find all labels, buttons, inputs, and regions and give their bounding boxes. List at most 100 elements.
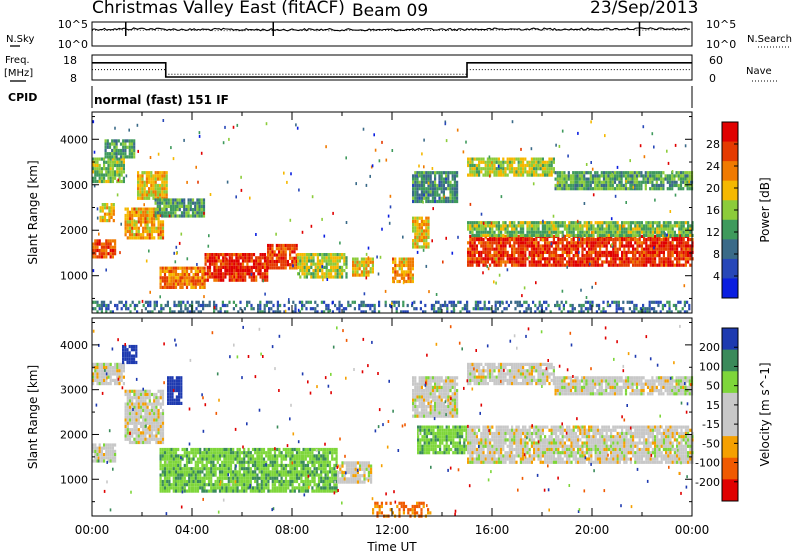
velocity-ytick-label-0: 1000 [60, 473, 88, 486]
power-colorbar-seg-0 [722, 122, 738, 143]
velocity-cb-ticklabel-3: 15 [706, 399, 720, 412]
velocity-cb-ticklabel-1: 100 [699, 360, 720, 373]
xtick-label-2: 08:00 [275, 523, 310, 537]
velocity-colorbar-label: Velocity [m s^-1] [758, 362, 772, 466]
power-band-0 [92, 239, 117, 259]
freq-left-tick-bottom: 8 [70, 72, 77, 85]
power-colorbar-label: Power [dB] [758, 177, 772, 242]
power-speckle [92, 119, 690, 313]
xtick-label-0: 00:00 [75, 523, 110, 537]
power-band-8 [204, 253, 269, 282]
velocity-band-3 [124, 389, 165, 445]
velocity-colorbar-seg-1 [722, 349, 738, 372]
noise-left-tick-top: 10^5 [58, 18, 88, 31]
xtick-label-1: 04:00 [175, 523, 210, 537]
noise-panel-frame [91, 21, 693, 47]
velocity-colorbar: 200 100 50 15 -15 -50 -100 -200 Velocity [m s^-1… [695, 327, 772, 502]
power-colorbar-seg-3 [722, 180, 738, 201]
power-band-7 [159, 266, 206, 289]
freq-left-tick-top: 18 [63, 54, 77, 67]
cpid-label: CPID [8, 91, 37, 104]
velocity-colorbar-frame [721, 327, 739, 502]
velocity-ytick-label-3: 4000 [60, 339, 88, 352]
power-colorbar-seg-4 [722, 200, 738, 221]
power-band-10 [297, 253, 348, 279]
noise-left-tick-bottom: 10^0 [58, 38, 88, 51]
xtick-label-3: 12:00 [375, 523, 410, 537]
velocity-band-1 [92, 362, 125, 386]
beam-label: Beam 09 [352, 1, 429, 21]
power-ylabel: Slant Range [km] [26, 160, 40, 264]
power-ytick-label-3: 4000 [60, 133, 88, 146]
power-band-11 [352, 257, 374, 277]
velocity-ytick-label-1: 2000 [60, 428, 88, 441]
power-cb-ticklabel-3: 16 [706, 204, 720, 217]
freq-right-label: Nave [746, 66, 772, 77]
velocity-ylabel: Slant Range [km] [26, 365, 40, 469]
power-colorbar-seg-6 [722, 239, 738, 260]
noise-right-label: N.Search [747, 34, 792, 45]
power-cb-ticklabel-1: 8 [713, 248, 720, 261]
power-band-2 [92, 157, 125, 184]
power-band-3 [104, 139, 136, 159]
power-colorbar-seg-7 [722, 258, 738, 279]
xtick-label-6: 00:00 [675, 523, 710, 537]
velocity-colorbar-seg-3 [722, 392, 738, 415]
power-band-9 [267, 243, 298, 270]
velocity-colorbar-seg-6 [722, 457, 738, 480]
velocity-colorbar-seg-5 [722, 436, 738, 459]
freq-right-tick-bottom: 0 [709, 72, 716, 85]
velocity-colorbar-seg-7 [722, 479, 738, 502]
power-colorbar-seg-1 [722, 141, 738, 162]
xaxis-label: Time UT [366, 540, 417, 554]
noise-series-search [91, 29, 688, 32]
velocity-band-10 [467, 425, 694, 464]
velocity-cb-ticklabel-2: 50 [706, 380, 720, 393]
velocity-colorbar-seg-0 [722, 328, 738, 351]
power-cb-ticklabel-4: 20 [706, 182, 720, 195]
xtick-label-5: 20:00 [575, 523, 610, 537]
velocity-band-5 [159, 447, 338, 493]
velocity-cb-ticklabel-0: 200 [699, 341, 720, 354]
velocity-band-6 [337, 461, 373, 484]
noise-left-label: N.Sky [6, 34, 34, 45]
date-label: 23/Sep/2013 [590, 0, 699, 18]
velocity-colorbar-seg-4 [722, 414, 738, 437]
velocity-cb-ticklabel-5: -50 [702, 437, 720, 450]
velocity-band-11 [467, 362, 555, 386]
xtick-label-4: 16:00 [475, 523, 510, 537]
power-colorbar-seg-8 [722, 278, 738, 299]
power-cb-ticklabel-6: 28 [706, 138, 720, 151]
noise-right-tick-bottom: 10^0 [706, 38, 736, 51]
station-title: Christmas Valley East (fitACF) [92, 0, 345, 18]
power-band-18 [554, 171, 694, 191]
power-ytick-label-2: 3000 [60, 179, 88, 192]
power-ytick-label-1: 2000 [60, 224, 88, 237]
power-band-12 [392, 257, 414, 284]
power-cb-ticklabel-0: 4 [713, 270, 720, 283]
power-band-16 [467, 221, 694, 238]
velocity-cb-ticklabel-6: -100 [695, 457, 720, 470]
power-band-1 [99, 203, 115, 223]
power-colorbar-seg-2 [722, 161, 738, 182]
power-band-4 [124, 207, 165, 240]
power-data-layer [92, 119, 694, 314]
freq-series [92, 61, 692, 78]
freq-left-label: Freq. [5, 55, 30, 66]
noise-right-tick-top: 10^5 [706, 18, 736, 31]
velocity-band-9 [417, 425, 468, 455]
power-cb-ticklabel-2: 12 [706, 226, 720, 239]
power-band-6 [154, 198, 206, 218]
velocity-band-8 [412, 376, 459, 418]
power-ytick-label-0: 1000 [60, 270, 88, 283]
power-colorbar-seg-5 [722, 219, 738, 240]
velocity-ytick-label-2: 3000 [60, 384, 88, 397]
power-colorbar: 4 8 12 16 20 24 28 Power [dB] [706, 121, 772, 299]
velocity-speckle [92, 324, 692, 516]
nave-series [92, 69, 692, 75]
freq-right-tick-top: 60 [709, 54, 723, 67]
velocity-band-2 [122, 344, 138, 365]
velocity-band-0 [92, 443, 117, 463]
power-band-14 [412, 171, 459, 204]
